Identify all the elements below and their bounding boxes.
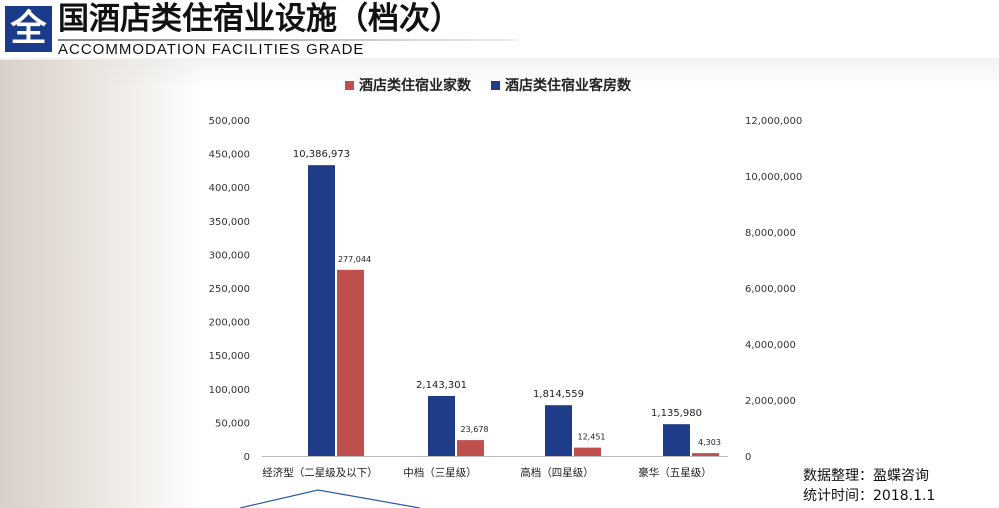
data-label-count: 12,451 (578, 433, 606, 442)
category-label: 高档（四星级） (520, 466, 594, 479)
right-axis-tick: 4,000,000 (745, 340, 796, 351)
left-axis-tick: 100,000 (209, 385, 250, 396)
bar-count (457, 440, 484, 456)
data-label-rooms: 10,386,973 (293, 149, 350, 160)
left-axis-tick: 0 (244, 452, 250, 463)
right-axis-tick: 0 (745, 452, 751, 463)
bar-rooms (545, 405, 572, 456)
left-axis-tick: 500,000 (209, 116, 250, 127)
page-title: 国酒店类住宿业设施（档次） (58, 1, 461, 37)
data-label-count: 23,678 (461, 425, 489, 434)
left-axis-tick: 400,000 (209, 183, 250, 194)
left-axis-tick: 250,000 (209, 284, 250, 295)
left-axis-tick: 350,000 (209, 217, 250, 228)
category-label: 经济型（二星级及以下） (262, 466, 378, 479)
page-subtitle: ACCOMMODATION FACILITIES GRADE (58, 41, 365, 58)
data-label-rooms: 2,143,301 (416, 380, 467, 391)
legend-item-count: 酒店类住宿业家数 (345, 76, 471, 96)
right-axis-tick: 2,000,000 (745, 396, 796, 407)
left-axis-tick: 50,000 (215, 418, 250, 429)
background-building-image (0, 60, 200, 508)
data-source: 数据整理：盈蝶咨询 统计时间：2018.1.1 (803, 468, 936, 504)
left-axis-tick: 150,000 (209, 351, 250, 362)
bar-rooms (308, 165, 335, 457)
data-label-rooms: 1,135,980 (651, 408, 702, 419)
callout-line (239, 489, 421, 508)
right-axis-tick: 6,000,000 (745, 284, 796, 295)
data-label-count: 277,044 (338, 255, 371, 264)
right-axis-tick: 10,000,000 (745, 172, 802, 183)
title-rule (58, 39, 518, 41)
data-label-count: 4,303 (698, 438, 721, 447)
right-axis-tick: 8,000,000 (745, 228, 796, 239)
bar-count (574, 447, 601, 456)
left-axis-tick: 300,000 (209, 250, 250, 261)
left-axis-tick: 450,000 (209, 150, 250, 161)
bar-count (692, 453, 719, 456)
right-axis-tick: 12,000,000 (745, 116, 802, 127)
left-axis-tick: 200,000 (209, 318, 250, 329)
legend-item-rooms: 酒店类住宿业客房数 (491, 76, 631, 96)
category-label: 豪华（五星级） (638, 466, 712, 479)
bar-rooms (663, 424, 690, 456)
bar-count (337, 269, 364, 456)
data-label-rooms: 1,814,559 (533, 389, 584, 400)
legend: 酒店类住宿业家数 酒店类住宿业客房数 (345, 76, 631, 96)
bar-rooms (428, 395, 455, 456)
logo: 全 (5, 6, 52, 52)
category-label: 中档（三星级） (403, 466, 477, 479)
